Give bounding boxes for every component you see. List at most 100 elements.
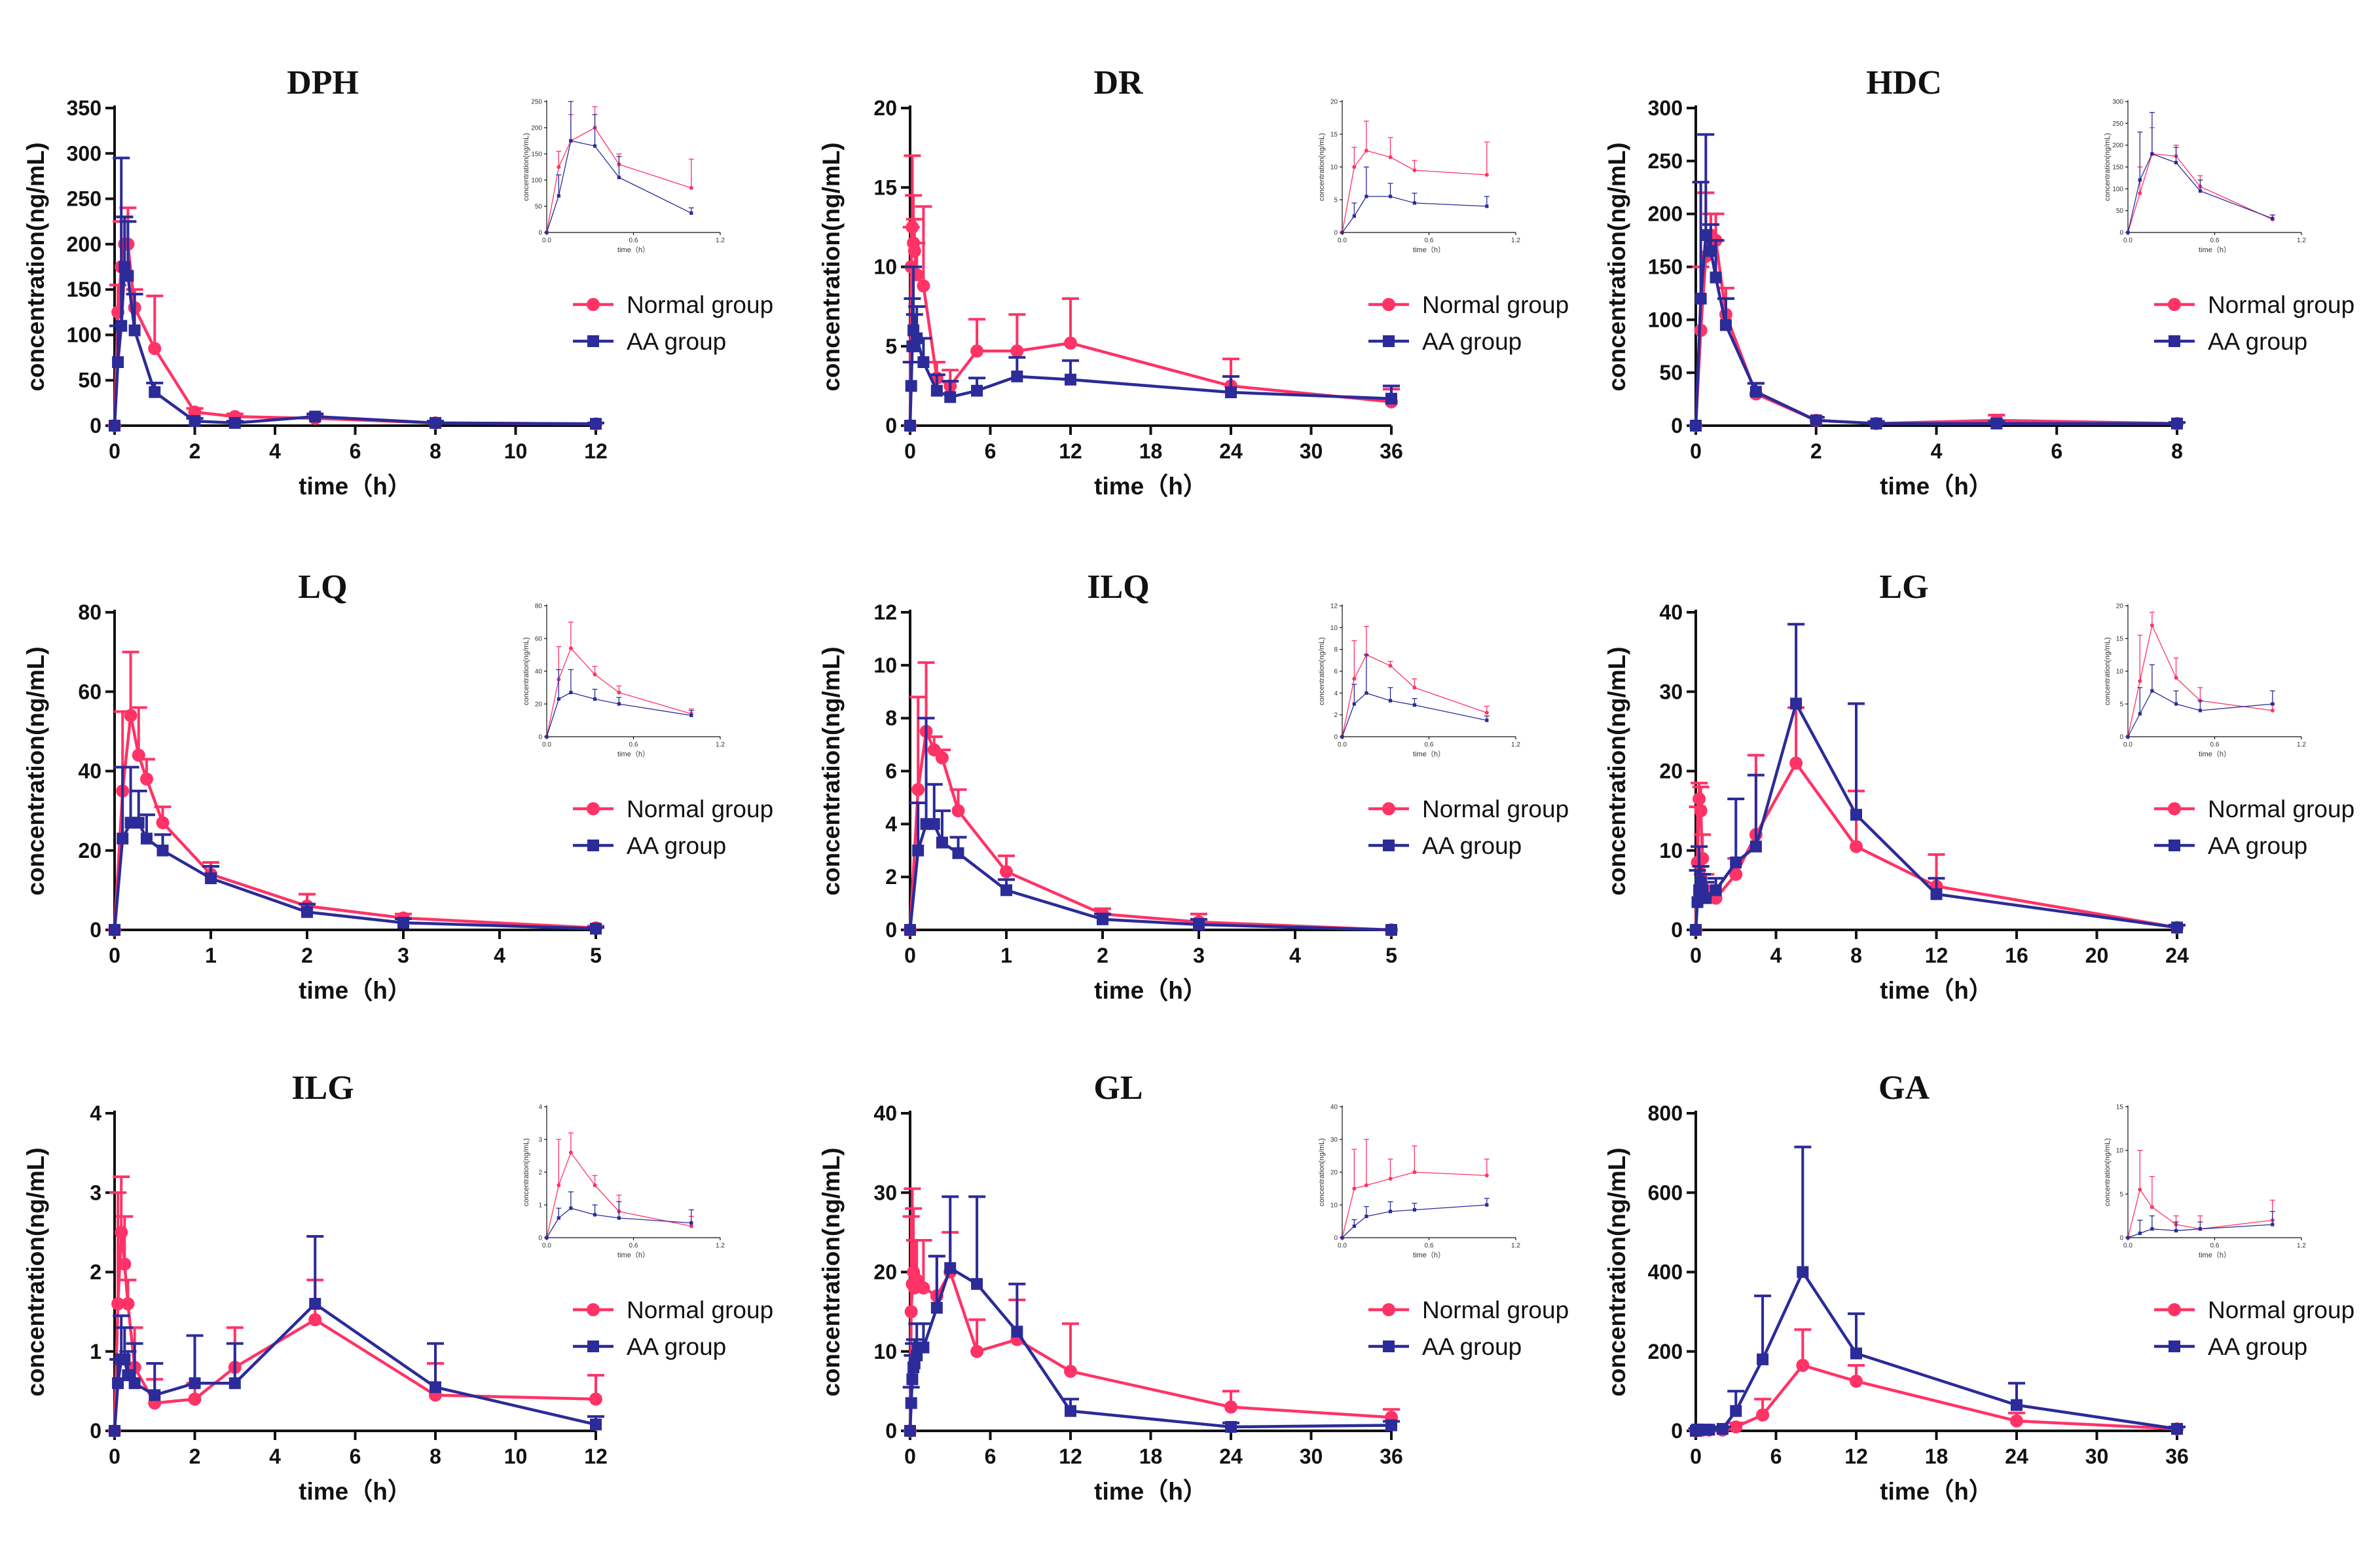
x-axis-label: time（h） bbox=[617, 750, 650, 758]
data-point bbox=[1730, 1405, 1742, 1417]
y-tick-label: 10 bbox=[1330, 164, 1338, 172]
y-tick-label: 0 bbox=[1334, 230, 1338, 237]
chart-title: ILQ bbox=[1087, 568, 1149, 606]
y-tick-label: 100 bbox=[2112, 186, 2123, 193]
data-point bbox=[124, 709, 137, 722]
y-tick-label: 12 bbox=[1330, 603, 1338, 610]
data-point bbox=[109, 420, 120, 432]
series-line bbox=[546, 1208, 691, 1238]
x-tick-label: 1.2 bbox=[1511, 741, 1520, 748]
data-point bbox=[927, 743, 941, 757]
x-tick-label: 0.0 bbox=[1338, 1242, 1347, 1249]
x-tick-label: 6 bbox=[985, 439, 997, 463]
x-tick-label: 0 bbox=[1690, 439, 1702, 463]
data-point bbox=[1352, 1224, 1356, 1229]
data-point bbox=[1388, 663, 1393, 668]
x-axis-label: time（h） bbox=[2199, 1251, 2231, 1259]
y-axis-label: concentration(ng/mL) bbox=[22, 142, 49, 391]
data-point bbox=[1388, 1177, 1393, 1181]
x-axis-label: time（h） bbox=[2199, 246, 2231, 254]
y-tick-label: 20 bbox=[1330, 1170, 1338, 1177]
data-point bbox=[1225, 1420, 1237, 1433]
data-point bbox=[905, 1397, 917, 1409]
data-point bbox=[189, 1377, 201, 1390]
data-point bbox=[930, 384, 943, 397]
legend-marker bbox=[587, 335, 599, 347]
legend-label: Normal group bbox=[1422, 291, 1569, 318]
x-tick-label: 0 bbox=[109, 439, 120, 463]
data-point bbox=[397, 917, 409, 929]
data-point bbox=[971, 384, 983, 397]
legend-marker bbox=[2169, 335, 2180, 347]
series-aa-group bbox=[902, 265, 1400, 432]
legend-label: Normal group bbox=[1422, 1297, 1569, 1323]
data-point bbox=[140, 832, 153, 845]
y-tick-label: 6 bbox=[885, 760, 897, 783]
data-point bbox=[617, 702, 621, 706]
x-axis-label: time（h） bbox=[617, 1251, 650, 1259]
x-tick-label: 10 bbox=[504, 1445, 528, 1468]
x-axis-label: time（h） bbox=[299, 1478, 412, 1505]
series-aa-group bbox=[2126, 1211, 2275, 1240]
legend-marker bbox=[1382, 802, 1395, 815]
data-point bbox=[149, 1389, 161, 1401]
y-tick-label: 20 bbox=[873, 1261, 897, 1284]
data-point bbox=[904, 1305, 918, 1319]
data-point bbox=[904, 1425, 916, 1437]
x-tick-label: 4 bbox=[269, 1445, 281, 1468]
x-tick-label: 8 bbox=[1850, 944, 1862, 967]
x-tick-label: 2 bbox=[301, 944, 313, 967]
legend-marker bbox=[1382, 1303, 1395, 1316]
y-tick-label: 1 bbox=[90, 1340, 101, 1363]
legend-label: AA group bbox=[1422, 832, 1522, 859]
series-line bbox=[546, 648, 692, 737]
data-point bbox=[1412, 686, 1417, 690]
x-tick-label: 0.0 bbox=[542, 237, 551, 244]
x-tick-label: 0.6 bbox=[629, 741, 638, 748]
data-point bbox=[1789, 756, 1803, 770]
data-point bbox=[1810, 414, 1822, 426]
data-point bbox=[115, 320, 128, 332]
data-point bbox=[2150, 623, 2154, 627]
x-tick-label: 12 bbox=[1059, 439, 1082, 463]
data-point bbox=[545, 231, 549, 234]
series-line bbox=[1342, 150, 1487, 233]
x-tick-label: 0.0 bbox=[1338, 237, 1347, 244]
x-tick-label: 6 bbox=[350, 439, 361, 463]
x-tick-label: 24 bbox=[2005, 1445, 2028, 1468]
series-line bbox=[2127, 1189, 2273, 1238]
y-tick-label: 8 bbox=[1334, 646, 1338, 654]
data-point bbox=[545, 735, 549, 739]
data-point bbox=[430, 416, 441, 429]
series-line bbox=[1342, 1172, 1487, 1238]
data-point bbox=[593, 673, 597, 676]
data-point bbox=[1340, 1236, 1344, 1240]
y-tick-label: 200 bbox=[1648, 1340, 1683, 1363]
data-point bbox=[1340, 735, 1344, 739]
data-point bbox=[2138, 178, 2142, 182]
y-tick-label: 40 bbox=[1659, 600, 1683, 624]
y-axis-label: concentration(ng/mL) bbox=[22, 1147, 49, 1396]
series-line bbox=[113, 265, 596, 426]
chart-title: LQ bbox=[298, 568, 347, 606]
x-tick-label: 1.2 bbox=[2297, 237, 2306, 244]
data-point bbox=[2150, 1205, 2154, 1210]
chart-title: LG bbox=[1879, 568, 1928, 606]
data-point bbox=[917, 1341, 930, 1354]
data-point bbox=[1065, 373, 1076, 386]
series-aa-group bbox=[109, 157, 604, 432]
x-tick-label: 0 bbox=[1690, 1445, 1702, 1468]
data-point bbox=[1388, 699, 1393, 703]
data-point bbox=[112, 356, 124, 368]
legend-label: Normal group bbox=[627, 796, 773, 822]
series-line bbox=[908, 822, 1392, 932]
data-point bbox=[935, 751, 949, 765]
x-tick-label: 18 bbox=[1139, 439, 1163, 463]
y-tick-label: 20 bbox=[1330, 99, 1338, 106]
data-point bbox=[1385, 1419, 1397, 1432]
data-point bbox=[1700, 229, 1712, 241]
data-point bbox=[557, 1183, 561, 1187]
y-tick-label: 0 bbox=[90, 1419, 101, 1443]
data-point bbox=[189, 415, 201, 428]
data-point bbox=[1193, 918, 1205, 931]
